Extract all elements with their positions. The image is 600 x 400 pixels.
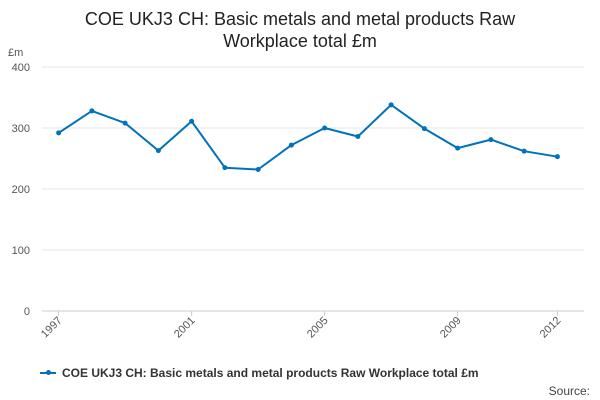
- data-point[interactable]: [89, 108, 95, 114]
- chart-title-line-2: Workplace total £m: [223, 31, 377, 51]
- data-point[interactable]: [56, 130, 62, 136]
- data-point[interactable]: [455, 145, 461, 151]
- y-axis-ticks: 0 100 200 300 400: [12, 62, 30, 318]
- data-point[interactable]: [222, 165, 228, 171]
- x-tick-label: 2012: [538, 315, 564, 341]
- series-line: [58, 103, 558, 171]
- x-tick-label: 2009: [438, 315, 464, 341]
- y-tick-label: 100: [12, 245, 30, 257]
- chart-title: COE UKJ3 CH: Basic metals and metal prod…: [0, 8, 600, 52]
- source-label: Source:: [548, 384, 590, 398]
- legend-swatch-icon: [40, 370, 56, 375]
- y-axis-unit: £m: [8, 47, 23, 59]
- x-tick-label: 2005: [305, 315, 331, 341]
- data-point[interactable]: [288, 142, 294, 148]
- data-point[interactable]: [521, 148, 527, 154]
- chart-title-line-1: COE UKJ3 CH: Basic metals and metal prod…: [84, 9, 516, 29]
- data-point[interactable]: [388, 102, 394, 108]
- legend-label: COE UKJ3 CH: Basic metals and metal prod…: [62, 366, 479, 380]
- legend[interactable]: COE UKJ3 CH: Basic metals and metal prod…: [40, 366, 479, 380]
- x-axis-ticks: 1997 2001 2005 2009 2012: [39, 311, 564, 340]
- data-point[interactable]: [155, 148, 161, 154]
- data-point[interactable]: [488, 137, 494, 143]
- data-point[interactable]: [122, 120, 128, 126]
- series-group: [56, 102, 560, 172]
- gridlines: [42, 66, 584, 312]
- data-point[interactable]: [255, 166, 261, 172]
- data-point[interactable]: [421, 126, 427, 132]
- data-point[interactable]: [554, 154, 560, 160]
- y-tick-label: 300: [12, 123, 30, 135]
- y-tick-label: 400: [12, 62, 30, 74]
- y-tick-label: 0: [24, 306, 30, 318]
- data-point[interactable]: [355, 134, 361, 140]
- data-point[interactable]: [322, 125, 328, 131]
- data-point[interactable]: [189, 118, 195, 124]
- y-tick-label: 200: [12, 184, 30, 196]
- x-tick-label: 1997: [39, 315, 65, 341]
- x-tick-label: 2001: [172, 315, 198, 341]
